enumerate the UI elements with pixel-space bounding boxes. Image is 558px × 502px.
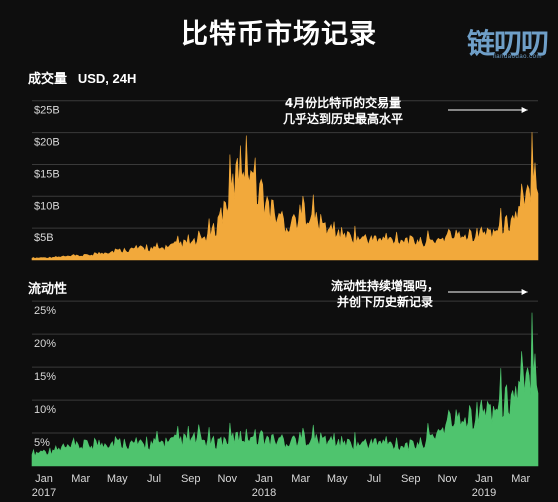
- x-tick-label: Jan: [35, 473, 53, 485]
- page-title: 比特币市场记录: [181, 19, 377, 50]
- volume-annotation-line: 4月份比特币的交易量: [285, 95, 401, 110]
- x-tick-label: May: [107, 473, 128, 485]
- volume-area: [31, 132, 539, 261]
- liquidity-y-tick-label: 5%: [34, 437, 50, 449]
- x-tick-label: Mar: [71, 473, 90, 485]
- liquidity-annotation-line: 并创下历史新记录: [337, 294, 433, 309]
- liquidity-y-tick-label: 10%: [34, 404, 56, 416]
- liquidity-y-tick-label: 25%: [34, 305, 56, 317]
- volume-chart-subtitle: USD, 24H: [77, 71, 137, 86]
- x-tick-label: Jul: [367, 473, 381, 485]
- liquidity-chart: 5% 10% 15% 20% 25% 流动性持续增强吗，并创下历史新记录: [31, 278, 539, 467]
- volume-y-tick-label: $20B: [34, 137, 60, 149]
- x-tick-label: Jan: [255, 473, 273, 485]
- x-axis: Jan 2017 Mar May Jul Sep Nov Jan 2018 Mar May Jul Se…: [32, 473, 531, 499]
- x-tick-label: Sep: [181, 473, 201, 485]
- x-tick-label: Sep: [401, 473, 421, 485]
- brand-logo: 链叨叨: [466, 27, 549, 60]
- x-tick-label: Jan: [475, 473, 493, 485]
- volume-y-tick-label: $15B: [34, 168, 60, 180]
- volume-chart-title: 成交量 USD, 24H: [28, 71, 137, 86]
- x-tick-label: Nov: [217, 473, 237, 485]
- volume-annotation-line: 几乎达到历史最高水平: [283, 111, 403, 126]
- x-tick-label: Jul: [147, 473, 161, 485]
- x-tick-year-label: 2017: [32, 487, 56, 499]
- liquidity-y-tick-label: 15%: [34, 371, 56, 383]
- volume-y-tick-label: $10B: [34, 200, 60, 212]
- x-tick-label: Nov: [437, 473, 457, 485]
- volume-annotation-arrowhead: [521, 107, 528, 113]
- x-tick-label: Mar: [511, 473, 530, 485]
- liquidity-annotation-line: 流动性持续增强吗，: [331, 278, 439, 293]
- brand-logo-url: liandaodao.com: [492, 54, 542, 60]
- liquidity-chart-title: 流动性: [28, 281, 68, 296]
- liquidity-annotation-arrowhead: [521, 289, 528, 295]
- liquidity-area: [31, 312, 539, 467]
- volume-y-tick-label: $5B: [34, 232, 54, 244]
- liquidity-y-tick-label: 20%: [34, 338, 56, 350]
- volume-y-tick-label: $25B: [34, 105, 60, 117]
- x-tick-year-label: 2019: [472, 487, 496, 499]
- x-tick-label: Mar: [291, 473, 310, 485]
- x-tick-year-label: 2018: [252, 487, 276, 499]
- x-tick-label: May: [327, 473, 348, 485]
